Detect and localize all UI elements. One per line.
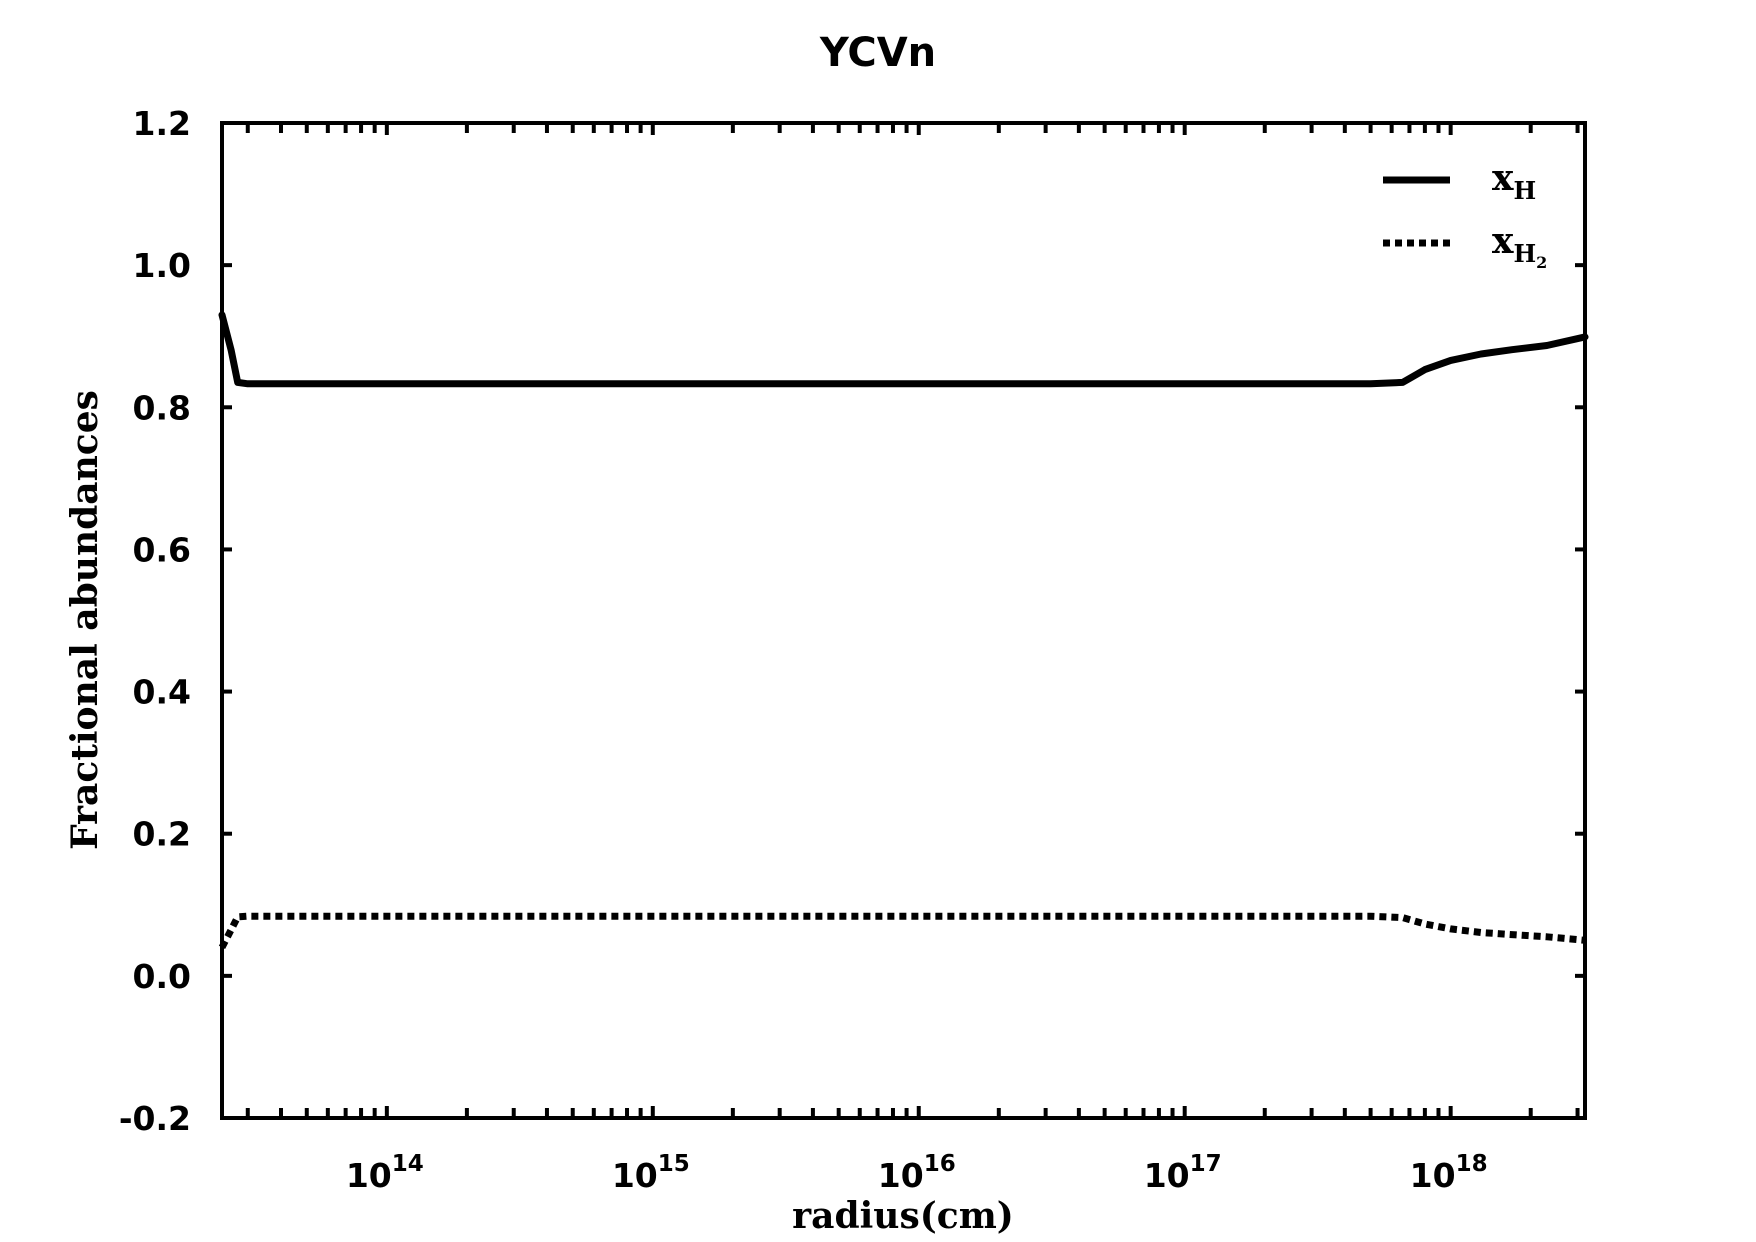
x-axis-tick-labels: 1014 1015 1016 1017 1018	[346, 1151, 1488, 1195]
series-line-xH	[218, 311, 1589, 388]
y-tick-label: 1.2	[133, 104, 191, 143]
x-tick-label-exponent: 14	[392, 1151, 424, 1177]
legend-label-main: x	[1492, 220, 1514, 262]
x-tick-label: 1016	[878, 1151, 956, 1195]
x-tick-label-exponent: 16	[924, 1151, 956, 1177]
x-tick-label-base: 10	[346, 1156, 392, 1195]
y-tick-label: 0.2	[133, 815, 191, 854]
series-layer	[218, 311, 1589, 950]
x-tick-label-exponent: 15	[658, 1151, 690, 1177]
x-tick-label-base: 10	[612, 1156, 658, 1195]
legend-label-xH2: xH2	[1492, 220, 1547, 272]
y-tick-label: 0.4	[133, 673, 191, 712]
chart-title: YCVn	[819, 30, 936, 76]
y-tick-label: 1.0	[133, 246, 191, 285]
x-tick-label: 1018	[1410, 1151, 1488, 1195]
x-tick-label-base: 10	[1144, 1156, 1190, 1195]
x-tick-label-base: 10	[1410, 1156, 1456, 1195]
y-tick-label: -0.2	[119, 1099, 191, 1138]
x-tick-label: 1015	[612, 1151, 690, 1195]
legend-label-subsub: 2	[1536, 253, 1547, 272]
y-axis-tick-labels: 1.2 1.0 0.8 0.6 0.4 0.2 0.0 -0.2	[119, 104, 191, 1138]
x-tick-label-exponent: 18	[1456, 1151, 1488, 1177]
x-tick-label: 1014	[346, 1151, 424, 1195]
series-line-xH2	[218, 912, 1586, 950]
y-tick-label: 0.0	[133, 957, 191, 996]
y-axis-label: Fractional abundances	[64, 390, 106, 850]
legend-label-sub: H	[1513, 176, 1536, 205]
legend-label-main: x	[1492, 157, 1514, 199]
x-tick-label: 1017	[1144, 1151, 1222, 1195]
x-axis-label: radius(cm)	[792, 1195, 1014, 1237]
y-tick-label: 0.8	[133, 388, 191, 427]
x-tick-label-exponent: 17	[1190, 1151, 1222, 1177]
legend-label-sub: H	[1513, 239, 1536, 268]
tick-marks	[222, 121, 1585, 1120]
x-tick-label-base: 10	[878, 1156, 924, 1195]
legend-label-xH: xH	[1492, 157, 1536, 205]
y-tick-label: 0.6	[133, 530, 191, 569]
plot-area-frame	[220, 121, 1587, 1120]
